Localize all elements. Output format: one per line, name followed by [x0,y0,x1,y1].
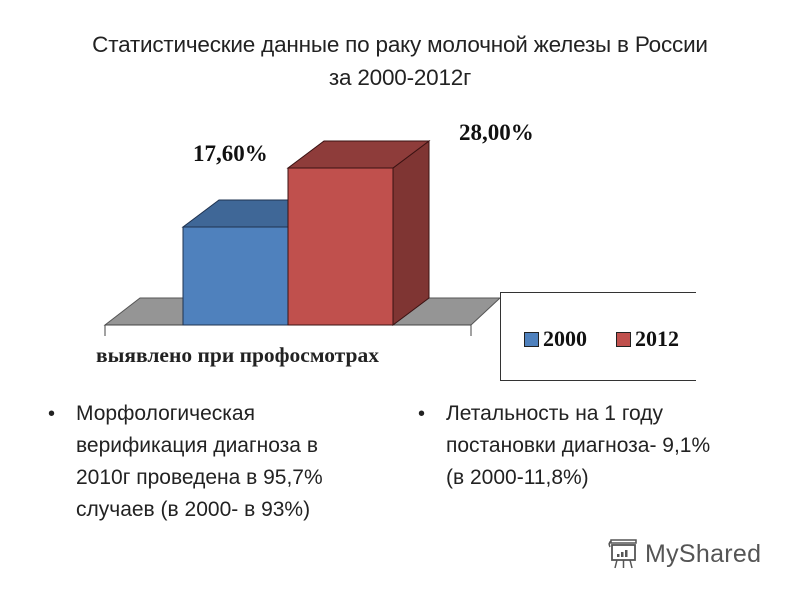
bullet-icon: • [418,403,426,425]
bullet-line: постановки диагноза- 9,1% [446,434,711,457]
bullet-icon: • [48,403,56,425]
watermark-text: MyShared [645,539,762,568]
legend-label-2012: 2012 [635,326,679,351]
bullet-item-mortality: • Летальность на 1 году постановки диагн… [418,398,710,494]
bullet-item-morphology: • Морфологическая верификация диагноза в… [48,398,323,526]
data-label-2012: 28,00% [459,120,534,145]
bullet-line: (в 2000-11,8%) [446,466,589,489]
legend-item-2012: 2012 [616,326,679,352]
title-line-1: Статистические данные по раку молочной ж… [92,32,708,57]
bullet-line: Летальность на 1 году [446,402,663,425]
bullet-list-right: • Летальность на 1 году постановки диагн… [418,398,710,494]
title-line-2: за 2000-2012г [328,65,472,90]
bar-2012-front [287,167,394,326]
bullet-line: Морфологическая [76,402,255,425]
data-label-2000: 17,60% [193,141,268,166]
category-label: выявлено при профосмотрах [96,343,379,367]
bullet-line: верификация диагноза в [76,434,318,457]
bar-2000-front [182,226,289,326]
bullet-line: случаев (в 2000- в 93%) [76,498,311,521]
myshared-watermark: MyShared [607,537,761,571]
bullet-list-left: • Морфологическая верификация диагноза в… [48,398,323,526]
legend-swatch-2012 [616,331,631,347]
presentation-board-icon [608,539,637,569]
bar-2012 [286,140,431,326]
chart-legend: 2000 2012 [500,292,696,381]
slide-title: Статистические данные по раку молочной ж… [0,28,800,94]
legend-swatch-2000 [524,331,539,347]
bullet-line: 2010г проведена в 95,7% [76,466,323,489]
legend-item-2000: 2000 [524,326,587,352]
bar-2012-side [392,140,430,326]
legend-label-2000: 2000 [543,326,587,351]
